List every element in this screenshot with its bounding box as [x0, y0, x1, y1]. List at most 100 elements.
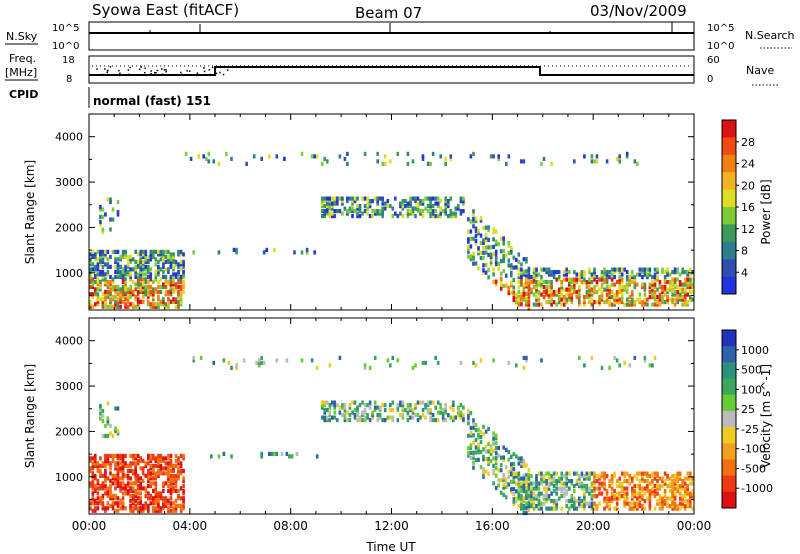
heatmap-cell [381, 201, 384, 206]
heatmap-cell [154, 508, 158, 513]
heatmap-cell [106, 284, 110, 289]
heatmap-cell [686, 499, 689, 504]
heatmap-cell [116, 304, 120, 309]
heatmap-cell [515, 496, 518, 501]
heatmap-cell [411, 209, 415, 214]
heatmap-cell [499, 259, 503, 264]
heatmap-cell [631, 491, 634, 496]
heatmap-cell [106, 294, 110, 299]
heatmap-cell [661, 476, 664, 481]
heatmap-cell [320, 209, 324, 214]
heatmap-cell [89, 466, 92, 471]
heatmap-cell [114, 476, 117, 481]
heatmap-cell [154, 249, 158, 254]
heatmap-cell [497, 483, 500, 488]
heatmap-cell [610, 481, 614, 486]
heatmap-cell [444, 156, 447, 161]
heatmap-cell [404, 408, 407, 413]
heatmap-cell [613, 474, 616, 479]
heatmap-cell [134, 461, 137, 466]
heatmap-cell [134, 264, 137, 269]
heatmap-cell [532, 270, 536, 275]
heatmap-cell [535, 270, 538, 275]
heatmap-cell [482, 457, 485, 462]
heatmap-cell [179, 284, 183, 289]
heatmap-cell [104, 289, 107, 294]
heatmap-cell [522, 511, 526, 516]
heatmap-cell [167, 478, 170, 483]
heatmap-cell [199, 355, 203, 360]
heatmap-cell [157, 506, 160, 511]
heatmap-cell [610, 295, 614, 300]
heatmap-cell [182, 282, 185, 287]
heatmap-cell [525, 355, 528, 360]
heatmap-cell [419, 211, 422, 216]
heatmap-cell [651, 287, 654, 292]
heatmap-cell [109, 289, 112, 294]
heatmap-cell [157, 508, 160, 513]
heatmap-cell [474, 437, 478, 443]
heatmap-cell [671, 292, 674, 297]
heatmap-cell [91, 481, 95, 486]
heatmap-cell [520, 267, 523, 272]
heatmap-cell [552, 479, 556, 484]
heatmap-cell [573, 489, 576, 494]
heatmap-cell [310, 154, 314, 159]
heatmap-cell [520, 282, 523, 287]
heatmap-cell [399, 204, 402, 209]
heatmap-cell [618, 491, 621, 496]
heatmap-cell [129, 498, 132, 503]
heatmap-cell [172, 282, 175, 287]
heatmap-cell [129, 461, 132, 466]
heatmap-cell [152, 481, 155, 486]
heatmap-cell [235, 250, 238, 255]
heatmap-cell [91, 471, 95, 476]
heatmap-cell [646, 486, 649, 491]
heatmap-cell [648, 285, 652, 290]
heatmap-cell [482, 245, 485, 250]
heatmap-cell [121, 463, 125, 468]
heatmap-cell [447, 413, 450, 418]
heatmap-cell [550, 285, 553, 290]
heatmap-cell [424, 403, 427, 408]
heatmap-cell [472, 418, 475, 423]
heatmap-cell [520, 504, 523, 509]
heatmap-cell [530, 474, 533, 479]
heatmap-cell [154, 491, 158, 496]
heatmap-cell [169, 453, 173, 458]
heatmap-cell [583, 494, 586, 499]
heatmap-cell [638, 272, 642, 277]
heatmap-cell [94, 257, 97, 262]
heatmap-cell [542, 474, 546, 479]
heatmap-cell [545, 491, 548, 496]
heatmap-cell [154, 473, 158, 478]
heatmap-cell [638, 300, 642, 305]
heatmap-cell [568, 486, 571, 491]
heatmap-cell [671, 277, 674, 282]
heatmap-cell [648, 270, 652, 275]
heatmap-cell [111, 481, 115, 486]
nsearch-label: N.Search [745, 29, 795, 42]
heatmap-cell [114, 493, 117, 498]
heatmap-cell [502, 258, 505, 264]
heatmap-cell [320, 415, 324, 420]
heatmap-cell [139, 498, 142, 503]
heatmap-cell [162, 458, 165, 463]
colorbar-swatch [722, 259, 736, 278]
heatmap-cell [583, 270, 586, 275]
heatmap-cell [182, 498, 185, 503]
heatmap-cell [116, 481, 120, 486]
heatmap-cell [116, 274, 120, 279]
heatmap-cell [547, 267, 551, 272]
heatmap-cell [167, 463, 170, 468]
heatmap-cell [603, 476, 606, 481]
heatmap-cell [625, 496, 629, 501]
heatmap-cell [336, 196, 339, 201]
heatmap-cell [462, 196, 465, 201]
heatmap-cell [111, 496, 115, 501]
heatmap-cell [648, 496, 652, 501]
heatmap-cell [552, 270, 556, 275]
heatmap-cell [653, 491, 657, 496]
heatmap-cell [658, 302, 662, 307]
